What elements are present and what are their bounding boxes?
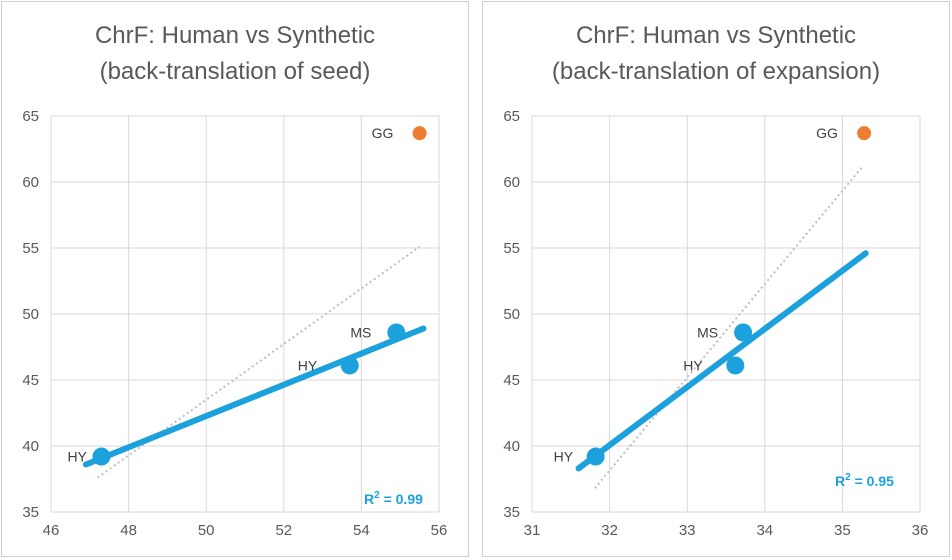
r-squared-label: R2 = 0.95 [835,472,894,489]
x-tick-label: 31 [524,522,541,539]
chart-panel-seed: ChrF: Human vs Synthetic (back-translati… [1,1,469,557]
dotted-reference-line [594,166,863,489]
y-tick-label: 55 [22,240,39,257]
data-point-ms [734,323,753,342]
x-tick-label: 46 [43,522,60,539]
y-tick-label: 45 [503,372,520,389]
trendline [575,250,869,472]
scatter-plot: 35 40 45 50 55 60 65 31 32 33 34 35 36 HY HY MS GG R2 = 0… [503,108,929,539]
data-point-hy [92,447,111,466]
data-point-hy [726,356,745,375]
x-tick-label: 36 [912,522,929,539]
data-label-hy: HY [683,357,703,373]
data-point-hy [586,447,605,466]
chart-title-line1: ChrF: Human vs Synthetic [94,22,376,49]
chart-title: ChrF: Human vs Synthetic (back-translati… [2,18,468,90]
x-tick-label: 52 [275,522,292,539]
data-label-ms: MS [697,324,718,340]
y-tick-label: 40 [22,438,39,455]
data-point-gg [857,126,872,141]
data-label-ms: MS [350,324,371,340]
chart-title-line2: (back-translation of seed) [99,58,371,85]
y-tick-label: 50 [503,306,520,323]
x-tick-label: 33 [679,522,696,539]
data-label-hy: HY [67,449,87,465]
y-tick-label: 55 [503,240,520,257]
scatter-plot: 35 40 45 50 55 60 65 46 48 50 52 54 56 HY HY MS GG R2 = 0… [22,108,448,539]
y-tick-label: 40 [503,438,520,455]
r-squared-label: R2 = 0.99 [364,490,423,507]
y-tick-label: 65 [22,108,39,125]
chart-title-line1: ChrF: Human vs Synthetic [575,22,857,49]
data-label-hy: HY [298,357,318,373]
x-tick-label: 34 [756,522,773,539]
x-tick-label: 56 [431,522,448,539]
data-point-gg [412,126,427,141]
data-label-gg: GG [372,125,394,141]
y-tick-label: 50 [22,306,39,323]
x-tick-label: 50 [198,522,215,539]
data-point-hy [340,356,359,375]
y-tick-label: 60 [503,174,520,191]
y-tick-label: 65 [503,108,520,125]
y-tick-label: 45 [22,372,39,389]
x-tick-label: 35 [834,522,851,539]
data-point-ms [387,323,406,342]
trendline [82,325,427,468]
x-tick-label: 48 [120,522,137,539]
chart-title-line2: (back-translation of expansion) [551,58,881,85]
x-tick-label: 54 [353,522,370,539]
y-tick-label: 35 [503,504,520,521]
y-tick-label: 35 [22,504,39,521]
x-tick-label: 32 [601,522,618,539]
data-label-hy: HY [554,449,574,465]
chart-panel-expansion: ChrF: Human vs Synthetic (back-translati… [482,1,950,557]
y-tick-label: 60 [22,174,39,191]
data-label-gg: GG [816,125,838,141]
chart-title: ChrF: Human vs Synthetic (back-translati… [483,18,949,90]
